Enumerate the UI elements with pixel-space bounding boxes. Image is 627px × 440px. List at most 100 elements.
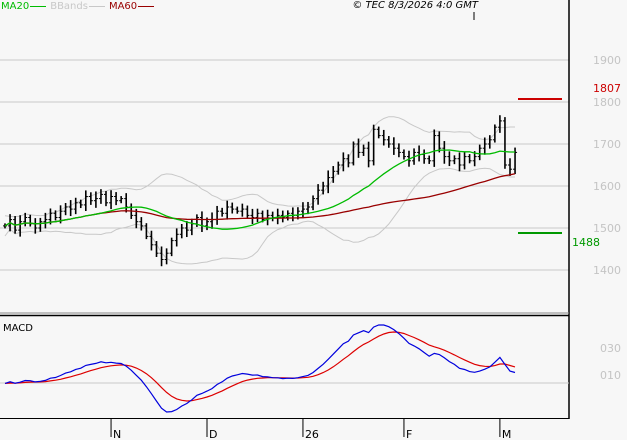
- macd-line: [4, 324, 516, 413]
- ohlc-bar: [245, 205, 250, 219]
- ohlc-bar: [316, 184, 321, 205]
- ohlc-bar: [28, 214, 33, 227]
- moving-averages: [4, 149, 516, 230]
- ohlc-bar: [401, 149, 406, 160]
- ohlc-bar: [487, 135, 492, 149]
- ohlc-bar: [300, 202, 305, 219]
- ohlc-bar: [391, 137, 396, 155]
- ohlc-bar: [467, 154, 472, 164]
- ohlc-bar: [210, 212, 215, 229]
- ohlc-bar: [396, 143, 401, 158]
- y-tick-label: 1900: [593, 54, 621, 67]
- legend-ma20-swatch: [30, 5, 47, 7]
- ohlc-bar: [260, 210, 265, 223]
- ohlc-bar: [189, 218, 194, 236]
- ohlc-bar: [366, 141, 371, 168]
- ohlc-bar: [442, 141, 447, 164]
- ohlc-bar: [93, 191, 98, 208]
- x-tick-label: F: [406, 428, 412, 440]
- ohlc-bar: [457, 152, 462, 172]
- level-label: 1807: [593, 82, 621, 95]
- ohlc-bar: [215, 205, 220, 225]
- ohlc-bar: [250, 208, 255, 225]
- ohlc-bar: [255, 208, 260, 223]
- x-tick-label: M: [502, 428, 512, 440]
- ohlc-bar: [159, 246, 164, 267]
- ohlc-bar: [331, 166, 336, 183]
- y-tick-label: 1400: [593, 264, 621, 277]
- ohlc-bar: [73, 197, 78, 215]
- y-tick-label: 1800: [593, 96, 621, 109]
- ohlc-bar: [199, 211, 204, 232]
- ohlc-bar: [311, 195, 316, 211]
- ohlc-bar: [139, 217, 144, 231]
- ohlc-bar: [154, 241, 159, 257]
- y-tick-label: 1600: [593, 180, 621, 193]
- legend-ma20-label: MA20: [1, 1, 30, 12]
- legend-ma60: MA60: [108, 1, 155, 12]
- x-tick-label: D: [209, 428, 217, 440]
- macd-title: MACD: [3, 323, 33, 334]
- y-tick-label: 1700: [593, 138, 621, 151]
- ohlc-bar: [164, 248, 169, 265]
- ma20-line: [4, 149, 515, 230]
- ohlc-bar: [149, 230, 154, 251]
- ohlc-bar: [482, 137, 487, 155]
- ohlc-bar: [356, 138, 361, 158]
- legend-bbands: BBands: [50, 1, 105, 12]
- ohlc-bar: [33, 218, 38, 234]
- ohlc-bar: [417, 145, 422, 162]
- legend-ma20: MA20: [1, 1, 47, 12]
- ohlc-bar: [63, 203, 68, 216]
- macd-lines: [4, 324, 516, 413]
- ohlc-bar: [437, 131, 442, 153]
- ohlc-bar: [220, 207, 225, 217]
- ohlc-bar: [427, 155, 432, 164]
- legend-bbands-swatch: [88, 5, 105, 7]
- ohlc-bar: [336, 161, 341, 175]
- legend-ma60-label: MA60: [108, 1, 138, 12]
- ohlc-bar: [321, 181, 326, 195]
- ohlc-bar: [513, 147, 518, 175]
- ohlc-bar: [477, 144, 482, 161]
- ohlc-bar: [83, 190, 88, 211]
- ohlc-bar: [381, 129, 386, 146]
- ohlc-bar: [265, 209, 270, 226]
- ohlc-bar: [290, 207, 295, 222]
- x-tick-label: 26: [305, 428, 319, 440]
- ohlc-bar: [508, 158, 512, 176]
- ohlc-bar: [432, 129, 437, 167]
- legend: MA20 BBands MA60: [1, 1, 155, 12]
- ohlc-bar: [326, 170, 331, 194]
- ohlc-bar: [240, 203, 245, 217]
- ohlc-bar: [68, 200, 73, 217]
- chart-frame: [0, 0, 570, 419]
- ohlc-bar: [53, 210, 58, 221]
- ohlc-bar: [376, 126, 381, 139]
- macd-signal-line: [4, 331, 516, 402]
- ohlc-bar: [78, 199, 83, 209]
- price-bars: [3, 115, 518, 267]
- ohlc-bar: [341, 152, 346, 172]
- ohlc-bar: [179, 224, 184, 239]
- price-levels: 1807 1488: [518, 82, 621, 249]
- x-axis: N D 26 F M: [110, 419, 512, 440]
- ohlc-bar: [124, 193, 129, 213]
- ohlc-bar: [497, 115, 502, 133]
- ohlc-bar: [371, 124, 376, 166]
- ohlc-bar: [43, 212, 48, 229]
- ohlc-bar: [361, 144, 366, 156]
- ohlc-bar: [174, 228, 179, 247]
- ohlc-bar: [18, 215, 23, 237]
- ohlc-bar: [109, 190, 114, 210]
- level-label: 1488: [572, 236, 600, 249]
- ohlc-bar: [23, 212, 28, 227]
- ohlc-bar: [270, 211, 275, 222]
- ohlc-bar: [225, 200, 230, 220]
- price-grid: 1900 1800 1700 1600 1500 1400: [0, 54, 621, 277]
- ohlc-bar: [462, 152, 467, 170]
- legend-ma60-swatch: [138, 5, 155, 7]
- ohlc-bar: [134, 208, 139, 229]
- macd-tick-010: 010: [600, 369, 621, 382]
